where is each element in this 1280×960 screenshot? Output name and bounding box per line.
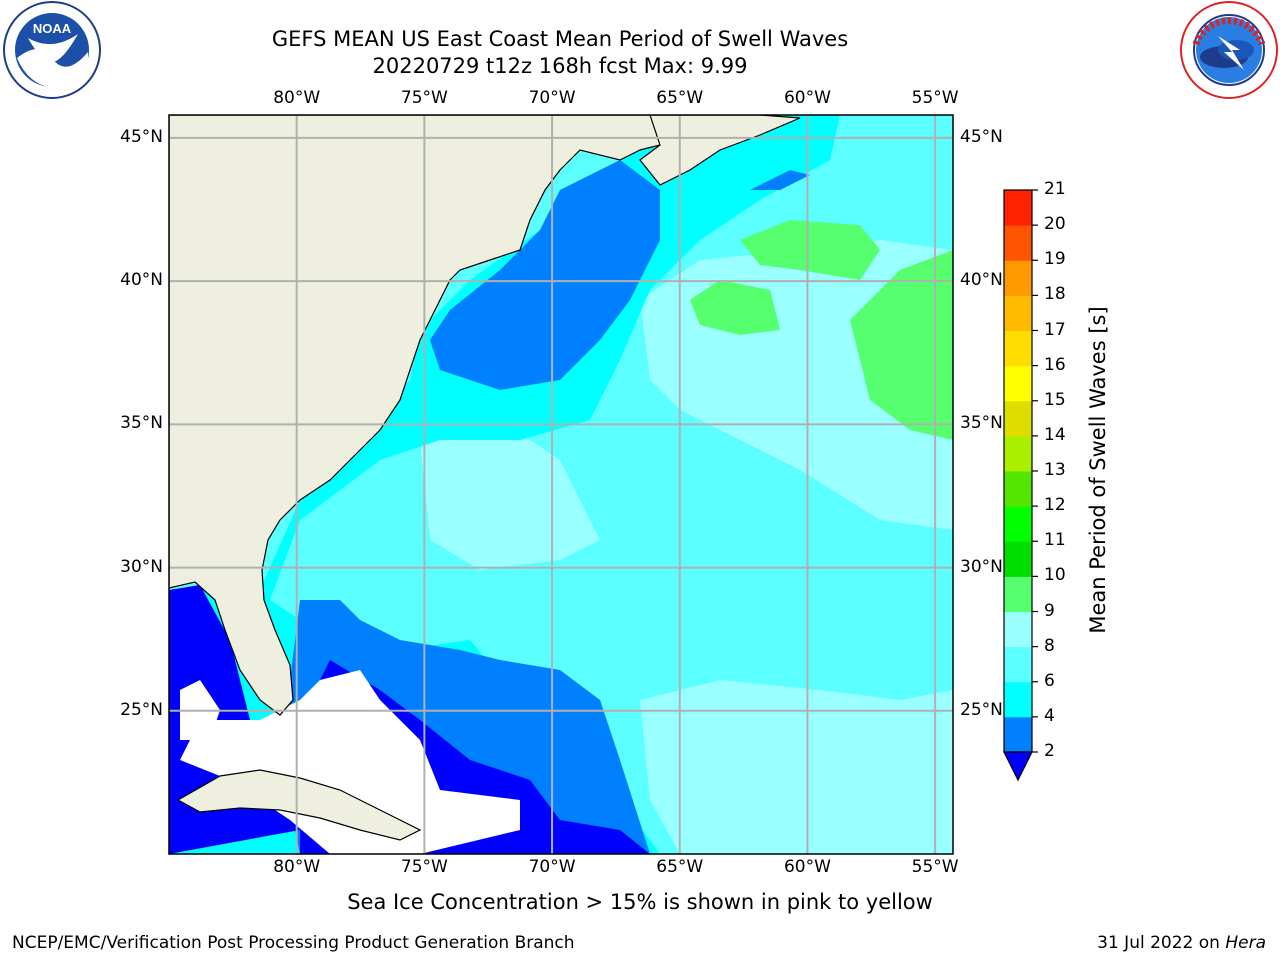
colorbar-tick-label: 14 [1044,424,1066,445]
noaa-logo-icon: NOAA [3,1,101,99]
colorbar-label: Mean Period of Swell Waves [s] [1086,306,1110,634]
colorbar-segment [1004,365,1032,402]
footer-date-text: 31 Jul 2022 on [1097,933,1226,953]
colorbar-segment [1004,190,1032,226]
colorbar-segment [1004,260,1032,296]
sea-ice-note: Sea Ice Concentration > 15% is shown in … [347,890,933,914]
colorbar-tick-label: 16 [1044,354,1066,375]
footer-date: 31 Jul 2022 on Hera [1097,933,1266,953]
contour-4-6s-ne [750,170,810,190]
colorbar-tick-label: 11 [1044,530,1066,551]
lat-tick-label: 25°N [120,699,163,720]
contour-9-10s-a [690,280,780,335]
lon-tick-label: 75°W [400,857,448,877]
colorbar-tick-label: 15 [1044,389,1066,410]
colorbar-tick-label: 19 [1044,249,1066,270]
noaa-logo-text: NOAA [33,21,72,36]
colorbar-tick-label: 13 [1044,460,1066,480]
lon-tick-label: 60°W [783,857,831,877]
footer-producer: NCEP/EMC/Verification Post Processing Pr… [12,933,575,953]
lat-tick-label: 30°N [960,556,1003,577]
colorbar-tick-label: 4 [1044,705,1055,726]
national-weather-service-logo-icon [1180,1,1278,99]
lon-tick-label: 60°W [783,88,831,108]
lat-lon-grid [169,115,953,854]
colorbar-tick-label: 20 [1044,214,1066,235]
lon-tick-label: 55°W [911,857,959,877]
colorbar-segment [1004,576,1032,612]
lon-tick-label: 70°W [528,88,576,108]
lat-tick-label: 40°N [120,270,163,291]
colorbar-segment [1004,716,1032,753]
colorbar-tick-label: 12 [1044,495,1066,516]
colorbar-segment [1004,506,1032,542]
colorbar-segment [1004,541,1032,577]
land-cuba [176,769,422,841]
lon-tick-label: 80°W [273,88,321,108]
contour-9-10s-b [740,220,880,280]
nodata-bahamas [180,670,520,854]
lat-tick-label: 25°N [960,699,1003,720]
lat-tick-label: 35°N [960,413,1003,434]
colorbar-segment [1004,330,1032,367]
colorbar-tick-label: 21 [1044,179,1066,199]
colorbar-tick-label: 17 [1044,319,1066,340]
lon-tick-label: 65°W [656,857,704,877]
colorbar-tick-label: 6 [1044,670,1055,691]
colorbar-segment [1004,471,1032,507]
chart-subtitle-forecast: 20220729 t12z 168h fcst Max: 9.99 [372,54,748,78]
colorbar-tick-label: 8 [1044,635,1055,656]
contour-8-9s-mid [420,420,600,570]
colorbar-segment [1004,400,1032,437]
colorbar-tick-label: 10 [1044,565,1066,586]
colorbar-segment [1004,611,1032,648]
lat-tick-label: 45°N [960,126,1003,147]
contour-4-6s-gulf-of-maine [430,160,660,390]
colorbar-segment [1004,681,1032,718]
chart-title: GEFS MEAN US East Coast Mean Period of S… [271,27,849,51]
lon-tick-label: 80°W [273,857,321,877]
lon-tick-label: 75°W [400,88,448,108]
land-north-america [169,115,702,716]
colorbar-tick-label: 2 [1044,741,1055,761]
lat-tick-label: 40°N [960,270,1003,291]
footer-host: Hera [1225,933,1266,953]
contour-8-9s-south [640,680,953,854]
lat-tick-label: 45°N [120,126,163,147]
colorbar-segment [1004,225,1032,261]
colorbar-segment [1004,646,1032,683]
lon-tick-label: 55°W [911,88,959,108]
lat-tick-label: 35°N [120,413,163,434]
colorbar-extend-min [1003,751,1033,782]
colorbar-tick-label: 9 [1044,600,1055,621]
colorbar-segment [1004,435,1032,472]
map-frame [168,114,954,855]
lon-tick-label: 65°W [656,88,704,108]
lon-tick-label: 70°W [528,857,576,877]
colorbar-segment [1004,295,1032,331]
contour-9-10s-c [850,250,953,440]
colorbar-tick-label: 18 [1044,284,1066,305]
lat-tick-label: 30°N [120,556,163,577]
colorbar [1003,189,1038,782]
